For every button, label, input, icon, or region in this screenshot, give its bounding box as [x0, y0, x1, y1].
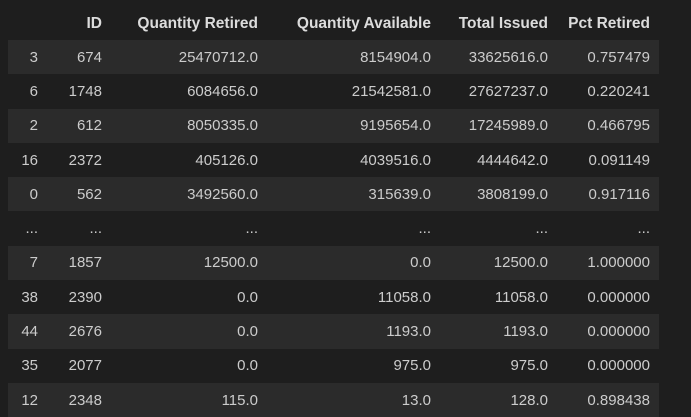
- table-row: 6 1748 6084656.0 21542581.0 27627237.0 0.2202…: [8, 74, 659, 109]
- row-index: 16: [21, 151, 38, 169]
- id-cell: 612: [76, 117, 102, 135]
- quantity-available-cell: 8154904.0: [360, 48, 431, 66]
- row-index: 12: [21, 391, 38, 409]
- total-issued-cell: 11058.0: [494, 288, 548, 306]
- pct-retired-cell: ...: [637, 220, 650, 238]
- dataframe-table: ID Quantity Retired Quantity Available T…: [8, 8, 659, 417]
- pct-retired-cell: 0.917116: [588, 185, 650, 203]
- header-row: ID Quantity Retired Quantity Available T…: [8, 8, 659, 40]
- quantity-available-cell: 9195654.0: [360, 117, 431, 135]
- total-issued-cell: 3808199.0: [477, 185, 548, 203]
- index-header: [8, 8, 47, 40]
- total-issued-cell: 17245989.0: [468, 117, 548, 135]
- quantity-retired-cell: 405126.0: [195, 151, 258, 169]
- id-cell: 2077: [68, 357, 102, 375]
- quantity-available-cell: 1193.0: [386, 323, 431, 341]
- id-cell: 2372: [68, 151, 102, 169]
- quantity-available-cell: 4039516.0: [360, 151, 431, 169]
- row-index: 35: [21, 357, 38, 375]
- quantity-available-cell: 11058.0: [377, 288, 431, 306]
- id-cell: 2676: [68, 323, 102, 341]
- row-index: 44: [21, 323, 38, 341]
- pct-retired-cell: 0.466795: [587, 117, 650, 135]
- table-body: 3 674 25470712.0 8154904.0 33625616.0 0.75747…: [8, 40, 659, 417]
- quantity-retired-cell: 8050335.0: [187, 117, 258, 135]
- id-cell: 2390: [68, 288, 102, 306]
- total-issued-cell: ...: [535, 220, 548, 238]
- table-row: 16 2372 405126.0 4039516.0 4444642.0 0.091149: [8, 142, 659, 178]
- total-issued-cell: 4444642.0: [477, 151, 548, 169]
- pct-retired-cell: 0.000000: [587, 357, 650, 375]
- table-row: 44 2676 0.0 1193.0 1193.0 0.000000: [8, 314, 659, 349]
- id-cell: 1748: [68, 82, 102, 100]
- pct-retired-cell: 0.757479: [587, 48, 650, 66]
- id-cell: 1857: [68, 254, 102, 272]
- column-header-quantity-available: Quantity Available: [296, 15, 431, 32]
- row-index: 6: [29, 82, 38, 100]
- pct-retired-cell: 0.000000: [587, 288, 650, 306]
- row-index: 3: [29, 48, 38, 66]
- table-row: 2 612 8050335.0 9195654.0 17245989.0 0.466795: [8, 108, 659, 143]
- quantity-retired-cell: 3492560.0: [187, 185, 258, 203]
- id-cell: 562: [76, 185, 102, 203]
- quantity-retired-cell: 6084656.0: [187, 82, 258, 100]
- table-row: 0 562 3492560.0 315639.0 3808199.0 0.917116: [8, 177, 659, 212]
- total-issued-cell: 33625616.0: [468, 48, 548, 66]
- id-cell: 674: [76, 48, 102, 66]
- pct-retired-cell: 0.000000: [587, 323, 650, 341]
- quantity-available-cell: 0.0: [410, 254, 431, 272]
- id-cell: 2348: [68, 391, 102, 409]
- total-issued-cell: 12500.0: [493, 254, 548, 272]
- quantity-retired-cell: 115.0: [221, 391, 258, 409]
- column-header-id: ID: [86, 15, 103, 32]
- column-header-total-issued: Total Issued: [458, 15, 548, 32]
- total-issued-cell: 128.0: [510, 391, 548, 409]
- table-row: ..................: [8, 211, 659, 246]
- pct-retired-cell: 0.091149: [588, 151, 650, 169]
- quantity-available-cell: 13.0: [401, 391, 431, 409]
- quantity-available-cell: 975.0: [393, 357, 431, 375]
- pct-retired-cell: 0.220241: [587, 82, 650, 100]
- quantity-available-cell: 21542581.0: [351, 82, 431, 100]
- quantity-retired-cell: ...: [245, 220, 258, 238]
- table-row: 7 1857 12500.0 0.0 12500.0 1.000000: [8, 245, 659, 281]
- total-issued-cell: 27627237.0: [468, 82, 548, 100]
- quantity-retired-cell: 0.0: [237, 323, 258, 341]
- quantity-retired-cell: 0.0: [237, 357, 258, 375]
- quantity-retired-cell: 25470712.0: [178, 48, 258, 66]
- quantity-available-cell: 315639.0: [368, 185, 431, 203]
- total-issued-cell: 1193.0: [503, 323, 548, 341]
- quantity-retired-cell: 12500.0: [203, 254, 258, 272]
- row-index: 0: [29, 185, 38, 203]
- total-issued-cell: 975.0: [510, 357, 548, 375]
- row-index: ...: [25, 220, 38, 238]
- quantity-retired-cell: 0.0: [237, 288, 258, 306]
- row-index: 7: [29, 254, 38, 272]
- pct-retired-cell: 1.000000: [587, 254, 650, 272]
- table-row: 12 2348 115.0 13.0 128.0 0.898438: [8, 382, 659, 417]
- row-index: 2: [29, 117, 38, 135]
- table-row: 35 2077 0.0 975.0 975.0 0.000000: [8, 348, 659, 383]
- column-header-pct-retired: Pct Retired: [568, 15, 650, 32]
- column-header-quantity-retired: Quantity Retired: [137, 15, 258, 32]
- pct-retired-cell: 0.898438: [587, 391, 650, 409]
- quantity-available-cell: ...: [418, 220, 431, 238]
- id-cell: ...: [89, 220, 102, 238]
- table-row: 3 674 25470712.0 8154904.0 33625616.0 0.75747…: [8, 40, 659, 75]
- row-index: 38: [21, 288, 38, 306]
- table-row: 38 2390 0.0 11058.0 11058.0 0.000000: [8, 280, 659, 315]
